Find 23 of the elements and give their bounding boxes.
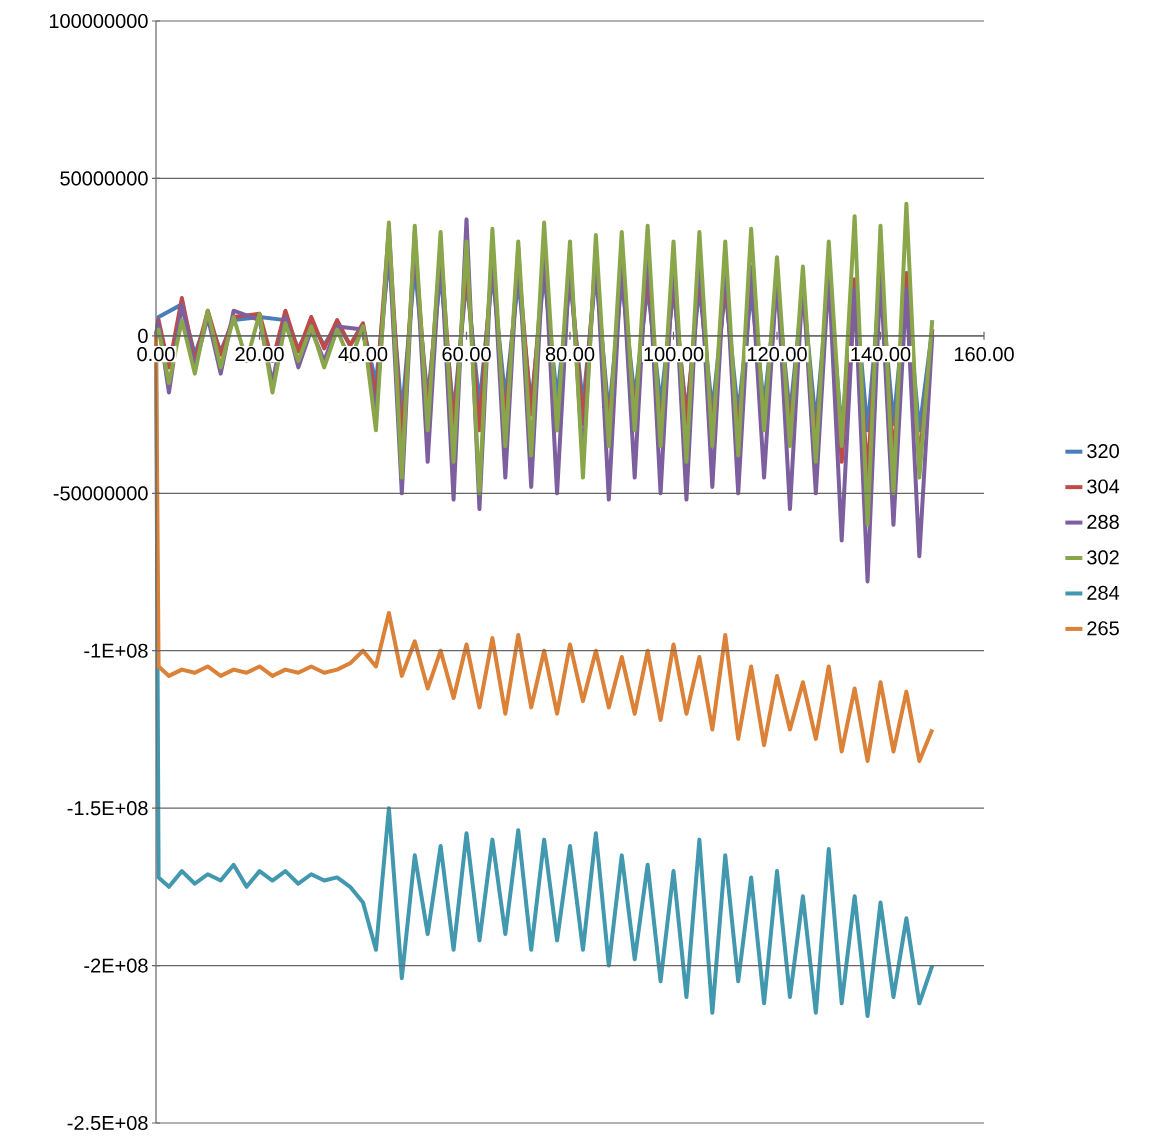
y-tick-label: 100000000 [49,13,148,29]
y-tick-label: -2.5E+08 [67,1115,148,1131]
legend-label: 284 [1087,585,1120,600]
x-tick-label: 60.00 [442,347,491,362]
x-tick-label: 120.00 [747,347,807,362]
x-tick-label: 20.00 [235,347,284,362]
x-tick-label: 80.00 [545,347,595,362]
y-tick-label: -1E+08 [84,643,148,658]
legend-label: 288 [1087,514,1119,530]
y-tick-label: -1.5E+08 [67,801,148,816]
legend-label: 265 [1087,621,1119,636]
legend-label: 304 [1087,479,1120,494]
y-tick-label: -50000000 [53,486,148,501]
x-tick-label: 40.00 [338,347,388,362]
x-tick-label: 100.00 [644,347,704,362]
y-tick-label: -2E+08 [84,958,148,973]
y-tick-label: 0 [138,328,148,343]
legend-label: 302 [1087,550,1119,565]
legend-label: 320 [1087,443,1119,459]
x-tick-label: 160.00 [954,347,1014,362]
y-tick-label: 50000000 [60,171,148,186]
x-tick-label: 140.00 [851,347,911,362]
x-tick-label: 0.00 [137,347,175,362]
